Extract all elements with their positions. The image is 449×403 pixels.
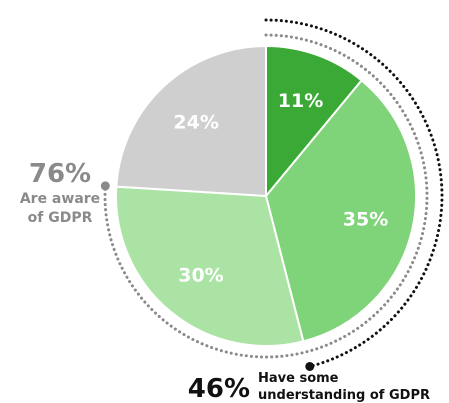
understanding-percentage: 46% xyxy=(188,374,250,403)
pie-slice-11 xyxy=(265,44,364,199)
slice-label-35: 35% xyxy=(343,208,388,230)
aware-annotation: 76% Are aware of GDPR xyxy=(20,159,100,226)
pie-slice-24 xyxy=(115,44,267,198)
slice-label-30: 30% xyxy=(178,265,223,287)
aware-percentage: 76% xyxy=(29,159,91,189)
slice-labels: 11% 35% 30% 24% xyxy=(173,90,388,287)
pie-slice-35 xyxy=(264,79,417,343)
understanding-bracket-arc xyxy=(264,18,444,368)
understanding-label-line-1: Have some xyxy=(258,371,339,386)
slice-label-11: 11% xyxy=(278,90,323,112)
understanding-bracket-end-dot xyxy=(305,361,315,371)
aware-label-line-1: Are aware xyxy=(20,191,100,207)
understanding-annotation: 46% Have some understanding of GDPR xyxy=(188,371,430,403)
pie-slice-30 xyxy=(115,185,305,347)
understanding-label-line-2: understanding of GDPR xyxy=(258,388,430,403)
pie-slices xyxy=(115,44,417,347)
aware-bracket-arc xyxy=(103,33,429,359)
aware-bracket-end-dot xyxy=(100,181,110,191)
aware-label-line-2: of GDPR xyxy=(28,210,93,226)
slice-label-24: 24% xyxy=(173,112,218,134)
